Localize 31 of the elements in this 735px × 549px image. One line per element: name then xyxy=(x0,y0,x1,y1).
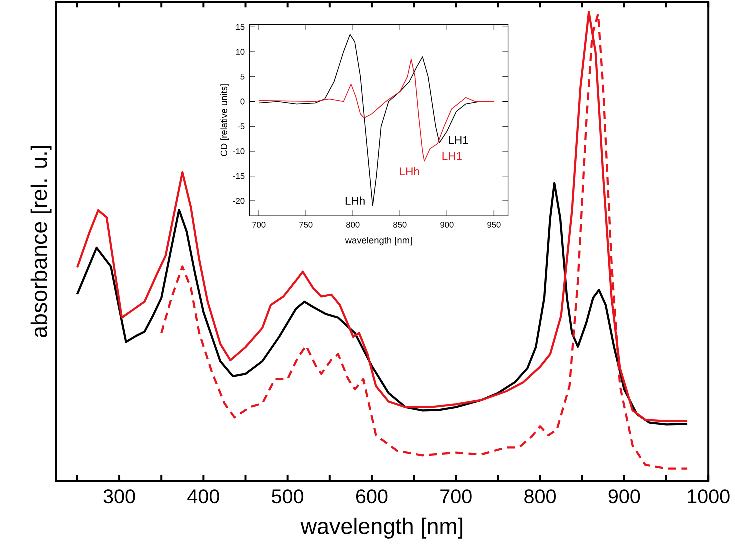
x-tick-label: 750 xyxy=(300,222,313,228)
annotation: LH1 xyxy=(449,136,468,144)
x-tick-label: 950 xyxy=(488,222,501,228)
x-tick-label: 850 xyxy=(394,222,407,228)
x-tick-label: 300 xyxy=(104,489,136,504)
y-tick-label: -20 xyxy=(233,198,245,204)
x-tick-label: 500 xyxy=(272,489,304,504)
y-axis-title: CD [relative units] xyxy=(220,84,230,156)
y-tick-label: -15 xyxy=(233,173,245,180)
y-tick-label: 10 xyxy=(236,48,245,55)
x-tick-label: 1000 xyxy=(688,489,730,504)
x-axis-title: wavelength [nm] xyxy=(345,236,412,246)
x-tick-label: 900 xyxy=(440,222,454,228)
y-tick-label: 15 xyxy=(236,24,245,30)
x-tick-label: 800 xyxy=(346,222,360,228)
x-tick-label: 900 xyxy=(608,489,640,504)
y-tick-label: -10 xyxy=(233,148,245,154)
annotation: LH1 xyxy=(442,152,462,160)
x-tick-label: 700 xyxy=(252,222,266,228)
y-tick-label: 5 xyxy=(240,74,245,80)
x-axis-title: wavelength [nm] xyxy=(300,518,463,539)
y-tick-label: 0 xyxy=(240,98,245,105)
x-tick-label: 700 xyxy=(440,489,472,504)
annotation: LHh xyxy=(346,196,365,205)
x-tick-label: 400 xyxy=(188,489,220,504)
y-tick-label: -5 xyxy=(238,124,245,130)
line-series xyxy=(258,59,495,162)
x-tick-label: 800 xyxy=(524,489,556,504)
y-axis-title: absorbance [rel. u.] xyxy=(30,146,52,338)
annotation: LHh xyxy=(400,167,420,176)
x-tick-label: 600 xyxy=(356,489,388,504)
